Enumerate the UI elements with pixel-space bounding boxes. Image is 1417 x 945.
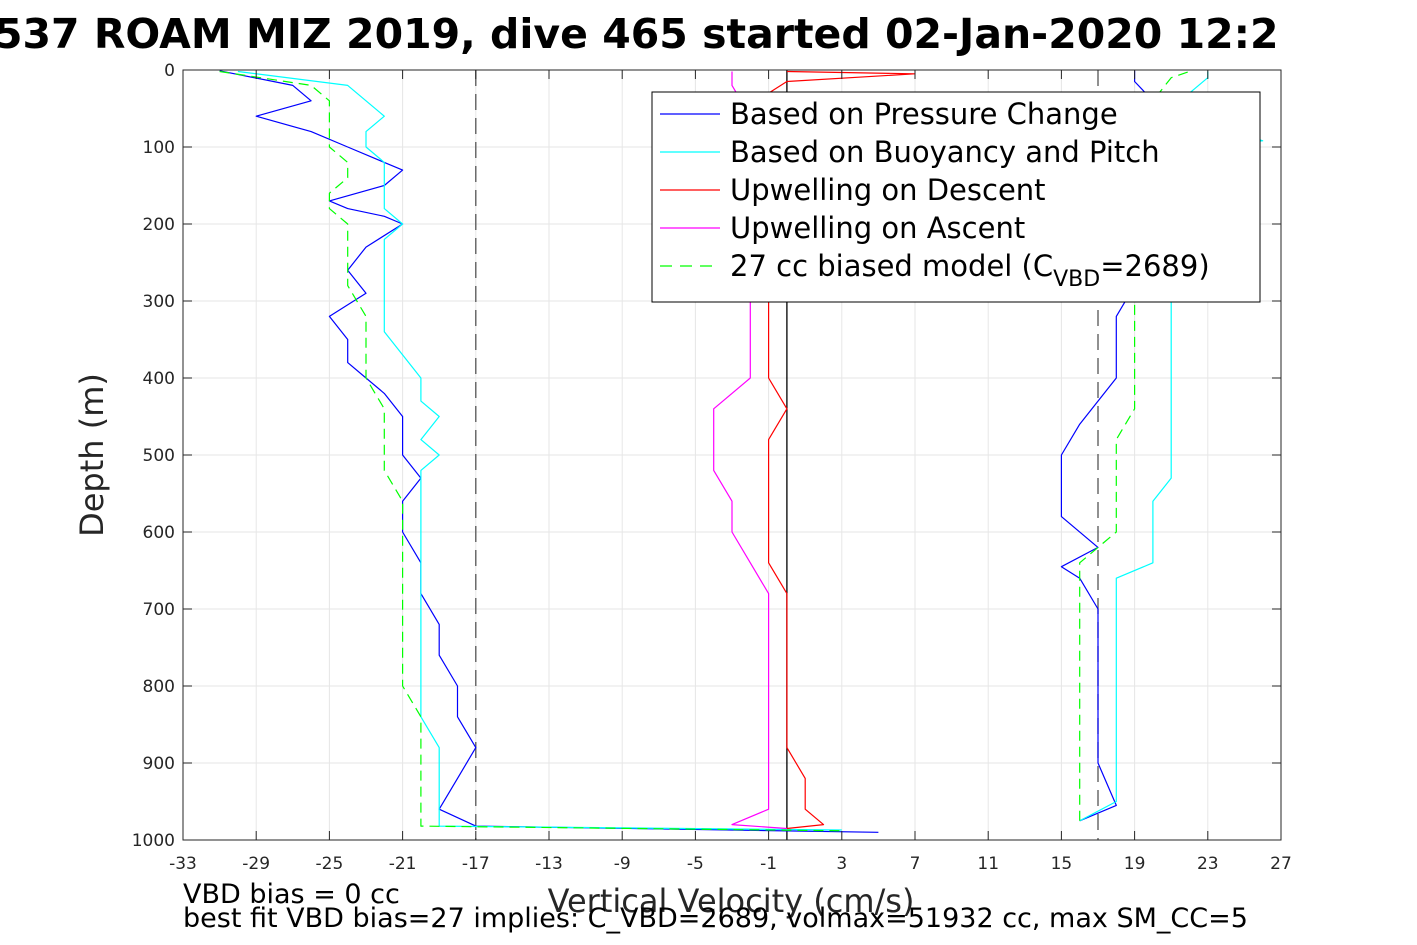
legend: Based on Pressure Change Based on Buoyanc… bbox=[651, 91, 1261, 303]
legend-label: Based on Pressure Change bbox=[730, 97, 1118, 131]
x-tick-label: -9 bbox=[614, 854, 631, 874]
x-tick-label: 27 bbox=[1270, 854, 1292, 874]
x-tick-label: 23 bbox=[1197, 854, 1219, 874]
y-tick-label: 1000 bbox=[132, 831, 175, 851]
x-tick-label: 7 bbox=[910, 854, 921, 874]
y-tick-label: 400 bbox=[143, 369, 175, 389]
legend-label: Based on Buoyancy and Pitch bbox=[730, 135, 1160, 169]
x-tick-label: -17 bbox=[462, 854, 490, 874]
legend-label-text: Upwelling on Ascent bbox=[730, 211, 1025, 245]
x-tick-label: -25 bbox=[316, 854, 344, 874]
y-ticks: 0 100 200 300 400 500 600 700 800 900 1000 bbox=[132, 61, 1281, 851]
series-line bbox=[219, 70, 842, 832]
y-tick-label: 300 bbox=[143, 292, 175, 312]
x-ticks: -33 -29 -25 -21 -17 -13 -9 -5 -1 3 7 11 15 19 23 27 bbox=[169, 70, 1292, 874]
x-tick-label: -13 bbox=[535, 854, 563, 874]
series-line bbox=[219, 70, 879, 833]
legend-label-text: 27 cc biased model (C bbox=[730, 249, 1053, 283]
x-tick-label: -29 bbox=[242, 854, 270, 874]
x-axis-label: Vertical Velocity (cm/s) bbox=[548, 882, 915, 920]
y-tick-label: 700 bbox=[143, 600, 175, 620]
y-tick-label: 200 bbox=[143, 215, 175, 235]
x-tick-label: 15 bbox=[1051, 854, 1073, 874]
x-tick-label: -5 bbox=[687, 854, 704, 874]
y-tick-label: 900 bbox=[143, 754, 175, 774]
x-tick-label: -21 bbox=[389, 854, 417, 874]
y-tick-label: 800 bbox=[143, 677, 175, 697]
y-tick-label: 500 bbox=[143, 446, 175, 466]
legend-label-text: Based on Pressure Change bbox=[730, 97, 1118, 131]
series-line bbox=[1079, 70, 1190, 821]
x-tick-label: -1 bbox=[760, 854, 777, 874]
legend-label-text: Upwelling on Descent bbox=[730, 173, 1046, 207]
y-tick-label: 100 bbox=[143, 138, 175, 158]
y-tick-label: 0 bbox=[164, 61, 175, 81]
y-tick-label: 600 bbox=[143, 523, 175, 543]
legend-label-end: =2689) bbox=[1100, 249, 1209, 283]
legend-label: Upwelling on Ascent bbox=[730, 211, 1025, 245]
series-line bbox=[237, 70, 842, 831]
legend-label-text: Based on Buoyancy and Pitch bbox=[730, 135, 1160, 169]
y-axis-label: Depth (m) bbox=[73, 373, 111, 537]
vbd-bias-note: VBD bias = 0 cc bbox=[183, 879, 400, 910]
x-tick-label: -33 bbox=[169, 854, 197, 874]
chart-title: 537 ROAM MIZ 2019, dive 465 started 02-J… bbox=[0, 10, 1279, 58]
legend-label: 27 cc biased model (CVBD=2689) bbox=[730, 249, 1210, 292]
best-fit-note: best fit VBD bias=27 implies: C_VBD=2689… bbox=[183, 903, 1248, 934]
legend-box bbox=[651, 91, 1261, 303]
legend-label: Upwelling on Descent bbox=[730, 173, 1046, 207]
legend-label-subscript: VBD bbox=[1053, 267, 1100, 292]
x-tick-label: 11 bbox=[977, 854, 999, 874]
x-tick-label: 19 bbox=[1124, 854, 1146, 874]
x-tick-label: 3 bbox=[836, 854, 847, 874]
